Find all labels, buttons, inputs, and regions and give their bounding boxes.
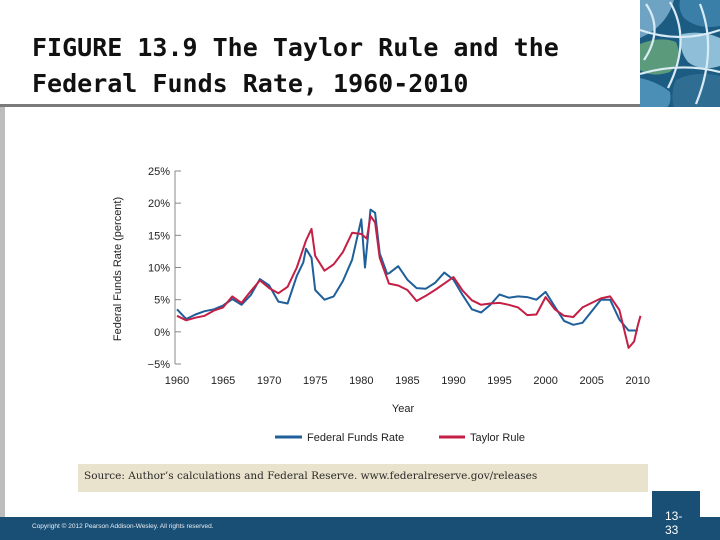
y-axis-label: Federal Funds Rate (percent)	[112, 197, 124, 341]
x-axis-ticks: 1960 1965 1970 1975 1980 1985 1990 1995 2000 2005…	[165, 375, 650, 387]
x-tick-label: 1960	[165, 375, 189, 387]
y-tick-label: 5%	[154, 295, 170, 307]
decorative-mosaic-corner	[640, 0, 720, 108]
x-axis-label: Year	[392, 403, 415, 415]
chart: 25% 20% 15% 10% 5% 0% −5% 1960 1965 1970 1975 1980…	[112, 166, 650, 444]
series-line-taylor-rule	[176, 215, 642, 349]
x-tick-label: 2010	[626, 375, 650, 387]
left-accent-band	[0, 107, 5, 517]
title-divider	[0, 104, 640, 107]
series-line-fed-funds-rate	[176, 208, 638, 332]
x-tick-label: 1995	[487, 375, 511, 387]
y-tick-label: 0%	[154, 327, 170, 339]
y-axis-ticks: 25% 20% 15% 10% 5% 0% −5%	[148, 166, 181, 371]
footer-bar: Copyright © 2012 Pearson Addison-Wesley.…	[0, 517, 720, 540]
x-tick-label: 2005	[579, 375, 603, 387]
chart-legend: Federal Funds Rate Taylor Rule	[275, 432, 525, 444]
source-note: Source: Author’s calculations and Federa…	[84, 470, 538, 482]
y-tick-label: 20%	[148, 198, 170, 210]
x-tick-label: 1990	[441, 375, 465, 387]
x-tick-label: 2000	[533, 375, 557, 387]
x-tick-label: 1980	[349, 375, 373, 387]
y-tick-label: −5%	[148, 359, 171, 371]
legend-label-taylor-rule: Taylor Rule	[470, 432, 525, 444]
x-tick-label: 1985	[395, 375, 419, 387]
x-tick-label: 1970	[257, 375, 281, 387]
x-tick-label: 1975	[303, 375, 327, 387]
slide-title: FIGURE 13.9 The Taylor Rule and the Fede…	[32, 33, 559, 98]
figure-panel: 25% 20% 15% 10% 5% 0% −5% 1960 1965 1970 1975 1980…	[5, 107, 720, 517]
y-tick-label: 25%	[148, 166, 170, 178]
y-tick-label: 10%	[148, 263, 170, 275]
page-number: 13-33	[665, 509, 683, 537]
page-number-box: 13-33	[652, 491, 700, 540]
source-note-bar: Source: Author’s calculations and Federa…	[78, 464, 648, 492]
slide-header: FIGURE 13.9 The Taylor Rule and the Fede…	[0, 0, 640, 104]
copyright-notice: Copyright © 2012 Pearson Addison-Wesley.…	[32, 523, 214, 530]
y-tick-label: 15%	[148, 230, 170, 242]
legend-label-fed-funds-rate: Federal Funds Rate	[307, 432, 404, 444]
series-layer	[176, 208, 642, 349]
x-tick-label: 1965	[211, 375, 235, 387]
